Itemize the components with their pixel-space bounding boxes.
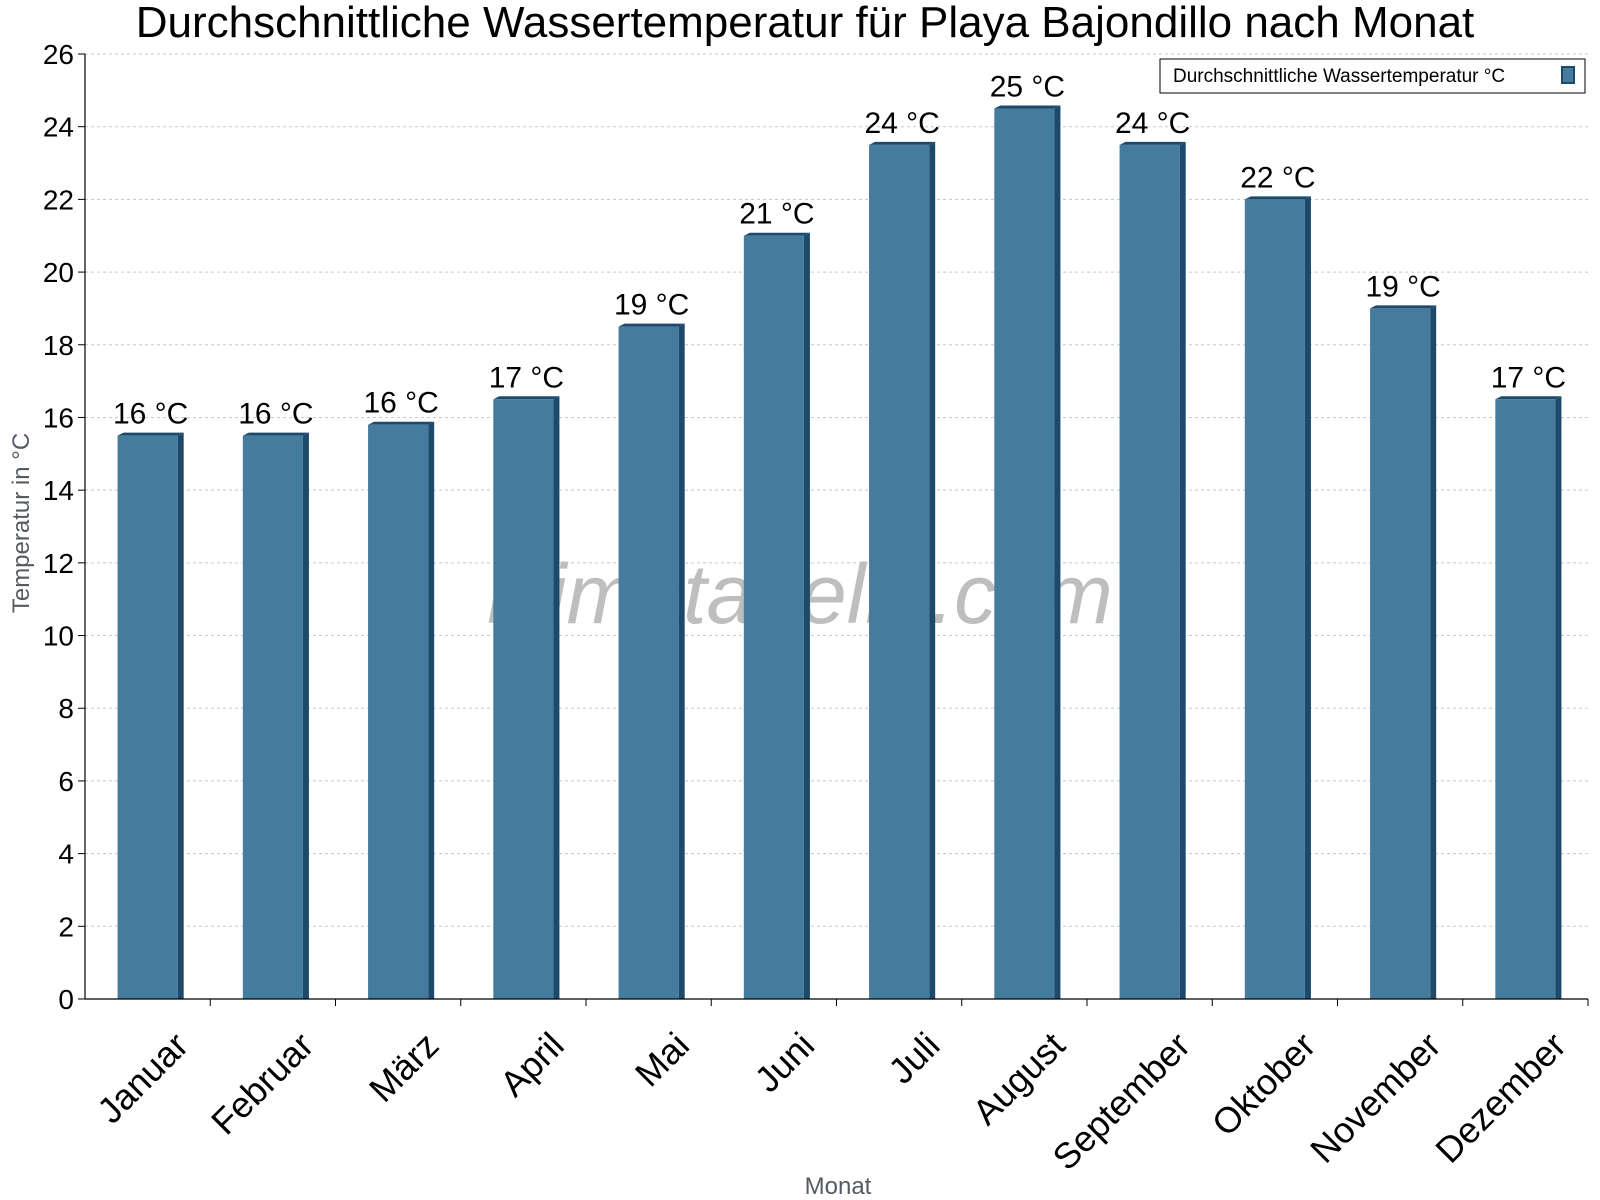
bar-top	[1495, 396, 1562, 400]
bar-side	[428, 421, 435, 999]
bar-face	[242, 435, 303, 999]
bar-face	[1370, 308, 1431, 999]
data-label: 16 °C	[363, 387, 438, 420]
y-tick-label: 22	[43, 184, 74, 215]
data-label: 16 °C	[113, 398, 188, 431]
bar-face	[869, 144, 930, 1000]
bar-11: 17 °C	[1491, 361, 1566, 999]
bar-top	[618, 323, 685, 327]
y-tick-label: 2	[58, 911, 74, 942]
bar-side	[803, 232, 810, 999]
x-tick-label: Januar	[89, 1024, 196, 1131]
bars: 16 °C 16 °C 16 °C 17 °C 19 °C 21 °C 24 °C 25 °C…	[113, 71, 1566, 1000]
x-tick-label: Juni	[747, 1024, 823, 1100]
bar-side	[302, 432, 309, 999]
bar-5: 21 °C	[739, 198, 815, 999]
bar-top	[1119, 141, 1186, 145]
bar-side	[1179, 141, 1186, 1000]
bar-face	[1119, 144, 1180, 1000]
data-label: 22 °C	[1240, 161, 1315, 194]
grid-lines	[85, 53, 1588, 927]
data-label: 21 °C	[739, 198, 814, 231]
bar-4: 19 °C	[614, 289, 689, 999]
bar-face	[618, 326, 679, 999]
x-tick-label: Februar	[203, 1024, 321, 1142]
x-tick-label: Juli	[880, 1024, 947, 1091]
bar-face	[117, 435, 178, 999]
bar-side	[1304, 196, 1311, 999]
y-tick-label: 26	[43, 39, 74, 70]
y-axis-title: Temperatur in °C	[8, 433, 35, 613]
y-tick-label: 18	[43, 330, 74, 361]
data-label: 17 °C	[489, 361, 564, 394]
x-tick-label: November	[1302, 1024, 1448, 1170]
x-tick-label: August	[964, 1024, 1072, 1132]
bar-face	[368, 424, 429, 999]
bar-side	[553, 396, 560, 999]
x-tick-label: Dezember	[1427, 1024, 1573, 1170]
bar-8: 24 °C	[1115, 107, 1190, 1000]
legend-label: Durchschnittliche Wassertemperatur °C	[1173, 66, 1505, 87]
x-tick-label: September	[1044, 1024, 1198, 1178]
legend-swatch	[1561, 66, 1575, 84]
bar-face	[493, 399, 554, 999]
bar-top	[368, 421, 435, 425]
x-tick-label: April	[492, 1024, 572, 1104]
data-label: 24 °C	[1115, 107, 1190, 140]
bar-face	[1244, 199, 1305, 999]
bar-side	[1054, 105, 1061, 1000]
bar-side	[929, 141, 936, 1000]
bar-side	[177, 432, 184, 999]
y-tick-label: 20	[43, 257, 74, 288]
y-tick-label: 14	[43, 475, 74, 506]
y-tick-label: 16	[43, 402, 74, 433]
y-tick-label: 10	[43, 621, 74, 652]
bar-side	[678, 323, 685, 999]
bar-top	[117, 432, 184, 436]
bar-7: 25 °C	[990, 71, 1065, 1000]
data-label: 19 °C	[1365, 270, 1440, 303]
bar-top	[493, 396, 560, 400]
x-tick-label: Mai	[627, 1024, 697, 1094]
bar-0: 16 °C	[113, 398, 188, 999]
bar-top	[242, 432, 309, 436]
bar-top	[994, 105, 1061, 109]
y-tick-label: 6	[58, 766, 74, 797]
bar-side	[1430, 305, 1437, 999]
y-tick-label: 4	[58, 839, 74, 870]
bar-top	[1370, 305, 1437, 309]
bar-6: 24 °C	[864, 107, 940, 1000]
bar-3: 17 °C	[489, 361, 564, 999]
y-tick-label: 8	[58, 693, 74, 724]
chart-title: Durchschnittliche Wassertemperatur für P…	[136, 0, 1475, 47]
bar-2: 16 °C	[363, 387, 439, 999]
bar-1: 16 °C	[238, 398, 314, 999]
x-tick-label: März	[361, 1024, 447, 1110]
x-tick-label: Oktober	[1204, 1024, 1324, 1144]
bar-face	[1495, 399, 1556, 999]
bar-top	[743, 232, 810, 236]
data-label: 19 °C	[614, 289, 689, 322]
legend-box	[1159, 58, 1586, 94]
bar-9: 22 °C	[1240, 161, 1316, 999]
bar-face	[743, 235, 804, 999]
y-tick-label: 12	[43, 548, 74, 579]
data-label: 24 °C	[864, 107, 939, 140]
data-label: 25 °C	[990, 71, 1065, 104]
bar-face	[994, 108, 1055, 1000]
data-label: 17 °C	[1491, 361, 1566, 394]
y-tick-label: 0	[58, 984, 74, 1015]
bar-side	[1555, 396, 1562, 999]
x-axis-title: Monat	[805, 1173, 872, 1200]
legend: Durchschnittliche Wassertemperatur °C	[1159, 58, 1586, 94]
y-tick-label: 24	[43, 112, 74, 143]
bar-top	[869, 141, 936, 145]
data-label: 16 °C	[238, 398, 313, 431]
bar-10: 19 °C	[1365, 270, 1441, 999]
bar-top	[1244, 196, 1311, 200]
